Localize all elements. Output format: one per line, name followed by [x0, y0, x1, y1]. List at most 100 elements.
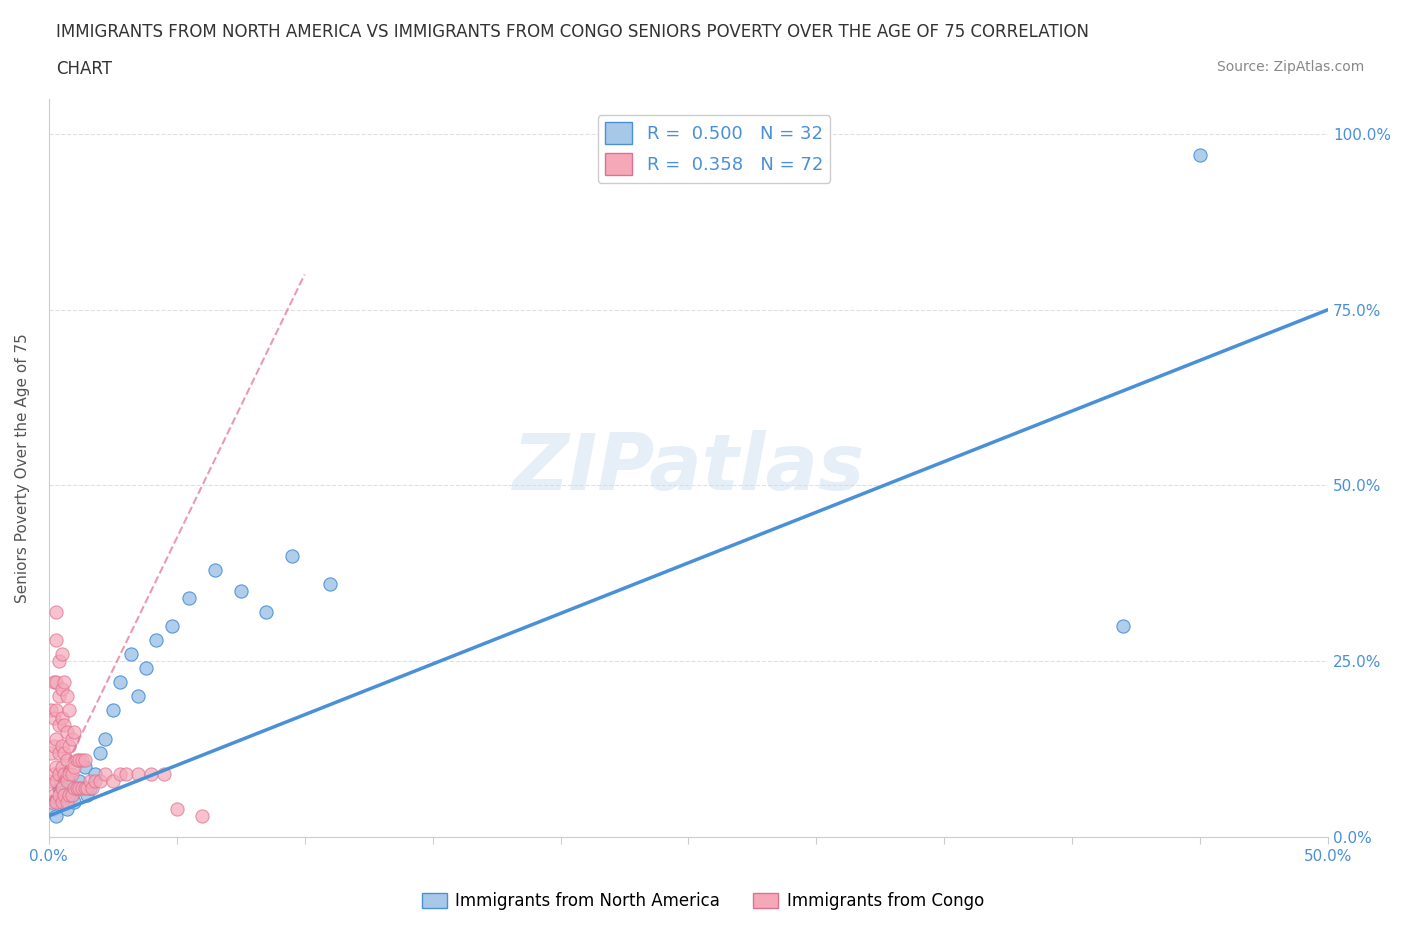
Point: [79, 780, 101, 795]
Point: [53, 675, 76, 690]
Point: [83, 766, 105, 781]
Point: [127, 689, 149, 704]
Point: [145, 632, 167, 647]
Text: ZIPatlas: ZIPatlas: [512, 430, 865, 506]
Point: [1189, 148, 1212, 163]
Point: [45, 808, 67, 823]
Point: [160, 618, 183, 633]
Point: [70, 752, 93, 767]
Point: [58, 738, 80, 753]
Point: [55, 689, 77, 704]
Point: [69, 780, 91, 795]
Point: [94, 766, 117, 781]
Point: [48, 788, 70, 803]
Point: [42, 738, 65, 753]
Point: [135, 661, 157, 676]
Point: [139, 766, 162, 781]
Point: [48, 654, 70, 669]
Legend: R =  0.500   N = 32, R =  0.358   N = 72: R = 0.500 N = 32, R = 0.358 N = 72: [598, 115, 830, 182]
Point: [101, 703, 124, 718]
Point: [60, 766, 83, 781]
Point: [45, 604, 67, 619]
Point: [204, 563, 226, 578]
Point: [51, 780, 73, 795]
Point: [39, 703, 62, 718]
Point: [39, 794, 62, 809]
Text: CHART: CHART: [56, 60, 112, 78]
Point: [39, 794, 62, 809]
Point: [179, 591, 201, 605]
Point: [53, 745, 76, 760]
Point: [42, 766, 65, 781]
Point: [254, 604, 277, 619]
Point: [58, 774, 80, 789]
Legend: Immigrants from North America, Immigrants from Congo: Immigrants from North America, Immigrant…: [415, 885, 991, 917]
Point: [281, 549, 304, 564]
Point: [1112, 618, 1135, 633]
Point: [55, 752, 77, 767]
Point: [66, 780, 89, 795]
Text: Source: ZipAtlas.com: Source: ZipAtlas.com: [1216, 60, 1364, 74]
Point: [114, 766, 136, 781]
Point: [45, 632, 67, 647]
Point: [58, 703, 80, 718]
Point: [66, 752, 89, 767]
Point: [63, 724, 86, 739]
Point: [48, 745, 70, 760]
Point: [70, 780, 93, 795]
Point: [42, 675, 65, 690]
Point: [53, 766, 76, 781]
Point: [60, 731, 83, 746]
Point: [101, 774, 124, 789]
Point: [45, 759, 67, 774]
Point: [45, 675, 67, 690]
Point: [191, 808, 214, 823]
Point: [73, 780, 96, 795]
Text: IMMIGRANTS FROM NORTH AMERICA VS IMMIGRANTS FROM CONGO SENIORS POVERTY OVER THE : IMMIGRANTS FROM NORTH AMERICA VS IMMIGRA…: [56, 23, 1090, 41]
Point: [55, 794, 77, 809]
Point: [42, 788, 65, 803]
Point: [48, 780, 70, 795]
Point: [51, 682, 73, 697]
Point: [69, 752, 91, 767]
Point: [48, 766, 70, 781]
Point: [63, 780, 86, 795]
Point: [89, 774, 111, 789]
Point: [45, 731, 67, 746]
Point: [45, 794, 67, 809]
Point: [83, 774, 105, 789]
Point: [45, 774, 67, 789]
Point: [45, 703, 67, 718]
Point: [76, 788, 98, 803]
Point: [53, 717, 76, 732]
Point: [55, 802, 77, 817]
Point: [51, 646, 73, 661]
Point: [55, 774, 77, 789]
Point: [76, 780, 98, 795]
Point: [120, 646, 142, 661]
Point: [51, 794, 73, 809]
Point: [42, 711, 65, 725]
Y-axis label: Seniors Poverty Over the Age of 75: Seniors Poverty Over the Age of 75: [15, 333, 30, 603]
Point: [110, 766, 132, 781]
Point: [110, 675, 132, 690]
Point: [55, 724, 77, 739]
Point: [89, 745, 111, 760]
Point: [63, 794, 86, 809]
Point: [51, 788, 73, 803]
Point: [53, 788, 76, 803]
Point: [153, 766, 176, 781]
Point: [48, 717, 70, 732]
Point: [319, 577, 342, 591]
Point: [60, 788, 83, 803]
Point: [73, 752, 96, 767]
Point: [73, 759, 96, 774]
Point: [51, 711, 73, 725]
Point: [51, 738, 73, 753]
Point: [63, 759, 86, 774]
Point: [166, 802, 188, 817]
Point: [51, 759, 73, 774]
Point: [58, 788, 80, 803]
Point: [48, 689, 70, 704]
Point: [79, 774, 101, 789]
